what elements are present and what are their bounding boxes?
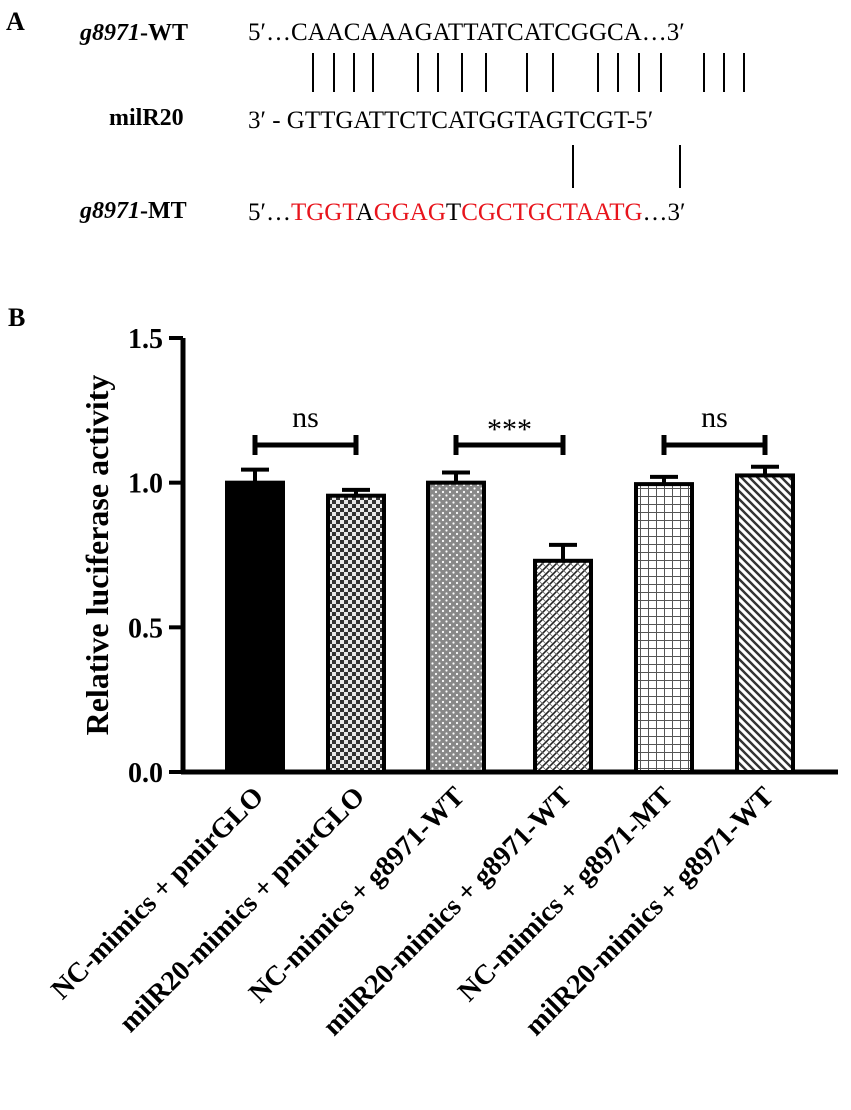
wt-label-gene: g8971 [79,20,140,46]
base-pair-lines-top [312,53,745,92]
significance-label: ns [292,401,319,434]
mt-segment: A [356,199,374,226]
wt-seq: CAACAAAGATTATCATCGGCA [291,19,642,46]
bar-chart: 0.0 0.5 1.0 1.5 Relative luciferase activity… [45,324,838,1042]
y-tick-label: 1.0 [128,469,163,500]
mt-segment: CGCTGCTAATG [461,199,642,226]
y-tick-label: 1.5 [128,324,163,355]
mt-label: g8971-MT [79,198,187,224]
y-axis-label: Relative luciferase activity [79,375,115,736]
mt-label-gene: g8971 [79,198,140,224]
wt-prefix: 5′… [248,19,291,46]
wt-label: g8971-WT [79,20,188,46]
mt-segment: TGGT [291,199,357,226]
milr20-label: milR20 [109,105,184,131]
wt-suffix: …3′ [642,19,685,46]
wt-label-suffix: -WT [140,20,188,46]
bar [225,480,285,774]
significance-label: *** [487,413,532,446]
mt-label-suffix: -MT [140,198,187,224]
bar [326,493,386,774]
milr20-prefix: 3′ - [248,107,287,134]
milr20-sequence: 3′ - GTTGATTCTCATGGTAGTCGT-5′ [248,107,653,134]
milr20-suffix: -5′ [627,107,653,134]
y-tick-label: 0.0 [128,758,163,789]
mt-suffix: …3′ [643,199,686,226]
bar [634,482,694,774]
mt-segment: T [446,199,461,226]
y-tick-label: 0.5 [128,613,163,644]
wt-sequence: 5′…CAACAAAGATTATCATCGGCA…3′ [248,19,685,46]
mt-sequence: 5′…TGGTAGGAGTCGCTGCTAATG…3′ [248,199,686,226]
bar [735,473,795,774]
panel-a-label: A [6,7,25,36]
panel-b-label: B [8,303,25,332]
milr20-seq: GTTGATTCTCATGGTAGTCGT [287,107,629,134]
base-pair-lines-bottom [572,145,681,188]
bar [426,480,486,774]
significance-label: ns [701,401,728,434]
bar [533,558,593,775]
mt-segment: GGAG [374,199,446,226]
mt-prefix: 5′… [248,199,291,226]
